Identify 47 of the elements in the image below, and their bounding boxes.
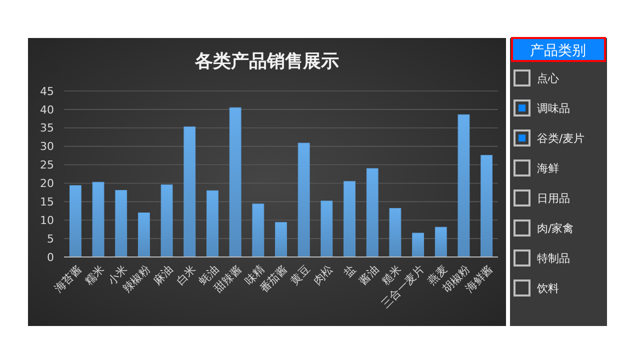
x-tick-label: 肉松: [310, 262, 336, 288]
x-tick-label: 黄豆: [288, 262, 313, 288]
y-tick-label: 0: [47, 250, 54, 264]
text: 肉/家禽: [537, 222, 574, 235]
bar: [160, 184, 173, 258]
x-tick-label: 海苔酱: [52, 262, 84, 296]
x-tick-label: 白米: [174, 262, 198, 288]
text: 产品类别: [530, 43, 586, 59]
bar: [115, 190, 128, 258]
text: 谷类/麦片: [537, 132, 585, 145]
text: 调味品: [537, 102, 570, 115]
bar: [184, 126, 196, 258]
y-tick-label: 25: [40, 158, 54, 172]
x-tick-label: 糯米: [82, 262, 108, 288]
y-tick-label: 20: [40, 177, 54, 190]
bar: [275, 222, 287, 258]
y-tick-label: 5: [47, 232, 54, 246]
text: 特制品: [537, 252, 570, 265]
bar: [434, 226, 447, 258]
y-tick-label: 30: [40, 140, 54, 154]
bar: [92, 182, 104, 258]
text: 日用品: [537, 192, 570, 205]
text: 海鲜: [537, 162, 559, 175]
y-tick-label: 15: [40, 196, 54, 209]
bar: [344, 181, 356, 258]
bar: [480, 154, 493, 258]
text: 点心: [537, 72, 559, 85]
bar: [298, 142, 310, 258]
bar: [458, 114, 470, 258]
y-tick-label: 45: [40, 84, 54, 98]
bar: [69, 185, 82, 258]
x-tick-label: 酱油: [356, 262, 382, 288]
bar: [412, 232, 424, 258]
bar: [138, 212, 150, 258]
x-tick-label: 麻油: [150, 262, 176, 288]
bar: [229, 107, 242, 258]
y-tick-label: 40: [40, 103, 54, 116]
chart-title: 各类产品销售展示: [194, 51, 339, 72]
bar: [206, 190, 218, 258]
x-tick-label: 盐: [341, 262, 358, 280]
bar: [366, 168, 378, 258]
y-tick-label: 35: [40, 122, 54, 135]
text: 饮料: [536, 282, 559, 295]
bar: [252, 204, 264, 258]
bar: [389, 208, 402, 258]
bar: [320, 200, 333, 258]
y-tick-label: 10: [40, 214, 54, 227]
